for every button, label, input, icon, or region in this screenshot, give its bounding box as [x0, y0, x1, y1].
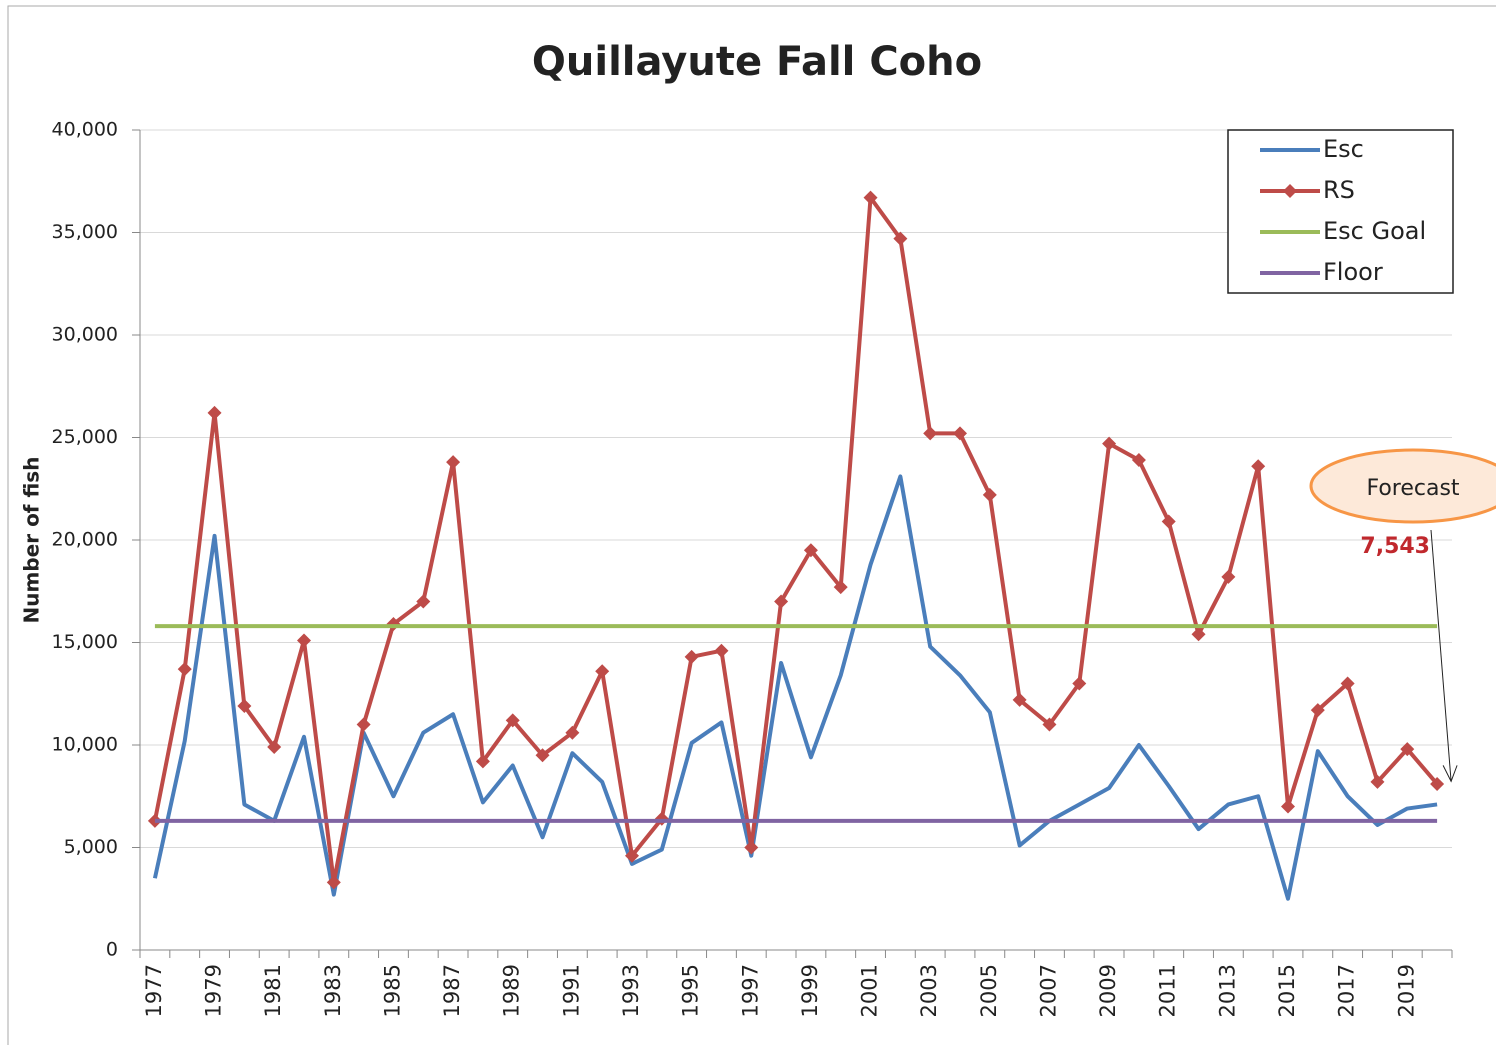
arrow-head: [1442, 765, 1458, 783]
x-tick-label: 2017: [1335, 964, 1359, 1017]
forecast-bubble: [1309, 448, 1496, 524]
y-tick-label: 0: [106, 939, 118, 961]
x-tick-label: 1989: [500, 964, 524, 1017]
series-marker: [1102, 436, 1117, 451]
chart-title: Quillayute Fall Coho: [532, 39, 982, 85]
series-marker: [1191, 627, 1206, 642]
x-tick-label: 1991: [559, 964, 583, 1017]
x-tick-label: 2007: [1036, 964, 1060, 1017]
y-tick-label: 5,000: [64, 836, 118, 858]
series-marker: [1251, 459, 1266, 474]
series-marker: [1430, 776, 1445, 791]
series-marker: [565, 725, 580, 740]
series-marker: [1131, 453, 1146, 468]
x-tick-label: 2005: [977, 964, 1001, 1017]
x-tick-label: 2003: [917, 964, 941, 1017]
series-marker: [833, 580, 848, 595]
series-marker: [595, 664, 610, 679]
x-tick-label: 2015: [1275, 964, 1299, 1017]
series-marker: [535, 748, 550, 763]
series-marker: [326, 875, 341, 890]
series-marker: [953, 426, 967, 441]
series-marker: [1042, 717, 1057, 732]
x-tick-label: 1983: [321, 964, 345, 1017]
annotation-text: Forecast: [1366, 476, 1459, 501]
y-tick-label: 25,000: [52, 426, 118, 448]
x-tick-label: 1987: [440, 964, 464, 1017]
series-line: [152, 195, 1439, 885]
series-marker: [177, 662, 192, 677]
series-marker: [714, 643, 729, 658]
legend-box: [1227, 129, 1454, 294]
series-marker: [1012, 692, 1027, 707]
legend-label: Esc: [1323, 135, 1364, 163]
series-marker: [207, 405, 222, 420]
series-marker: [237, 699, 252, 714]
y-tick-label: 20,000: [52, 529, 118, 551]
x-tick-label: 1977: [142, 964, 166, 1017]
series-marker: [774, 594, 789, 609]
series-marker: [297, 633, 311, 648]
legend-label: RS: [1323, 176, 1355, 204]
series-marker: [446, 455, 461, 470]
y-tick-label: 10,000: [52, 734, 118, 756]
legend-label: Esc Goal: [1323, 217, 1426, 245]
x-tick-label: 2019: [1394, 964, 1418, 1017]
series-marker: [267, 740, 282, 755]
series-marker: [1281, 799, 1295, 814]
series-marker: [1370, 774, 1385, 789]
y-tick-label: 30,000: [52, 324, 118, 346]
legend-label: Floor: [1323, 258, 1383, 286]
series-marker: [803, 543, 818, 558]
y-axis-label: Number of fish: [20, 457, 44, 624]
x-tick-label: 1995: [679, 964, 703, 1017]
series-marker: [625, 848, 639, 863]
y-tick-label: 40,000: [52, 119, 118, 141]
x-tick-label: 2009: [1096, 964, 1120, 1017]
series-marker: [1221, 569, 1236, 584]
annotation-value: 7,543: [1360, 534, 1430, 559]
series-line: [152, 474, 1438, 901]
series-marker: [1161, 514, 1176, 529]
x-tick-label: 2001: [858, 964, 882, 1017]
series-marker: [1310, 703, 1325, 718]
series-marker: [1340, 676, 1355, 691]
series-marker: [356, 717, 371, 732]
series-marker: [1072, 676, 1087, 691]
legend-marker: [1283, 184, 1297, 198]
x-tick-label: 2011: [1156, 964, 1180, 1017]
x-tick-label: 1985: [380, 964, 404, 1017]
series-marker: [863, 190, 878, 205]
x-tick-label: 1999: [798, 964, 822, 1017]
x-tick-label: 2013: [1215, 964, 1239, 1017]
series-marker: [982, 487, 997, 502]
x-tick-label: 1979: [202, 964, 226, 1017]
x-tick-label: 1997: [738, 964, 762, 1017]
series-marker: [893, 231, 908, 246]
series-marker: [684, 649, 699, 664]
y-tick-label: 35,000: [52, 221, 118, 243]
x-tick-label: 1981: [261, 964, 285, 1017]
series-marker: [1400, 742, 1415, 757]
series-marker: [923, 426, 938, 441]
series-marker: [505, 713, 520, 728]
y-tick-label: 15,000: [52, 631, 118, 653]
series-marker: [744, 840, 759, 855]
annotation-arrow: [1430, 529, 1452, 782]
series-marker: [416, 594, 431, 609]
x-tick-label: 1993: [619, 964, 643, 1017]
series-marker: [475, 754, 490, 769]
